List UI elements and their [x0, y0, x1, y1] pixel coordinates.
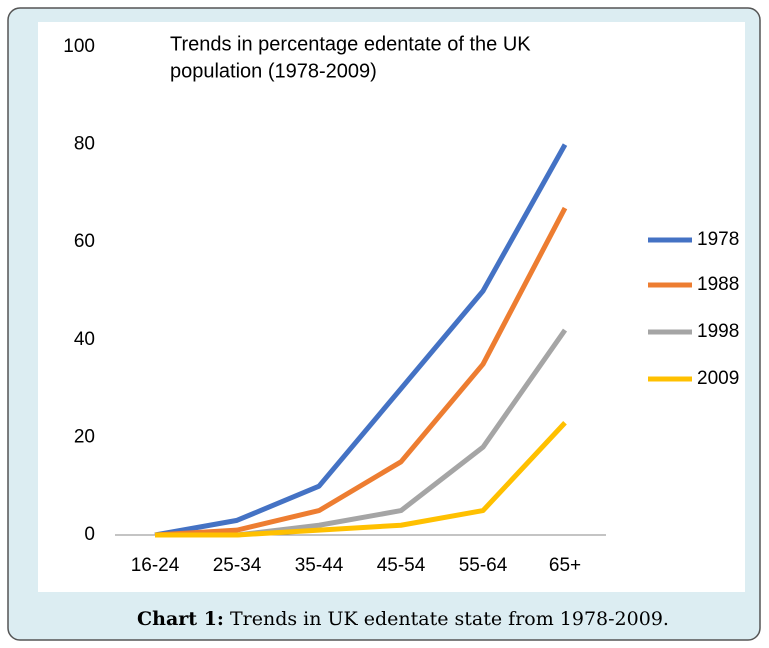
- series-line: [154, 206, 568, 538]
- x-tick-label: 65+: [549, 555, 581, 576]
- x-tick-label: 35-44: [295, 555, 344, 576]
- series-line: [155, 421, 567, 538]
- series-line: [154, 143, 568, 538]
- y-tick-label: 40: [74, 329, 95, 350]
- caption-label: Chart 1:: [137, 608, 224, 630]
- chart-area: [38, 22, 745, 592]
- y-tick-label: 20: [74, 426, 95, 447]
- y-tick-label: 60: [74, 231, 95, 252]
- y-tick-label: 0: [84, 524, 95, 545]
- caption: Chart 1: Trends in UK edentate state fro…: [137, 608, 669, 630]
- x-tick-label: 55-64: [459, 555, 508, 576]
- x-tick-label: 45-54: [377, 555, 426, 576]
- legend-label: 1978: [697, 229, 739, 250]
- legend-label: 1998: [697, 321, 739, 342]
- y-tick-label: 100: [63, 36, 95, 57]
- chart-title: population (1978-2009): [170, 60, 377, 82]
- y-tick-label: 80: [74, 134, 95, 155]
- legend-label: 2009: [697, 368, 739, 389]
- legend-label: 1988: [697, 274, 739, 295]
- x-tick-label: 25-34: [213, 555, 262, 576]
- chart-title: Trends in percentage edentate of the UK: [170, 33, 531, 55]
- x-tick-label: 16-24: [131, 555, 180, 576]
- caption-text: Trends in UK edentate state from 1978-20…: [230, 608, 669, 630]
